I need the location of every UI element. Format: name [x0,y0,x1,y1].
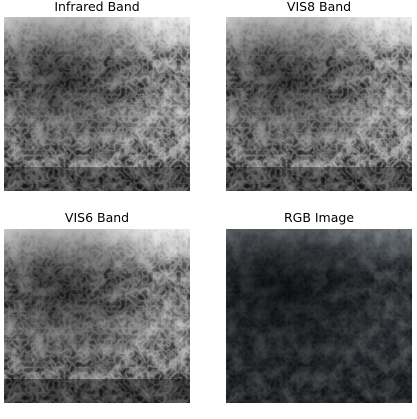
vis8-band-image [226,17,412,191]
panel-title-vis6: VIS6 Band [64,210,130,225]
panel-title-infrared: Infrared Band [54,0,140,14]
infrared-band-image [4,17,190,191]
panel-title-vis8: VIS8 Band [286,0,352,14]
rgb-image [226,229,412,403]
panel-title-rgb: RGB Image [283,210,355,225]
vis6-band-image [4,229,190,403]
